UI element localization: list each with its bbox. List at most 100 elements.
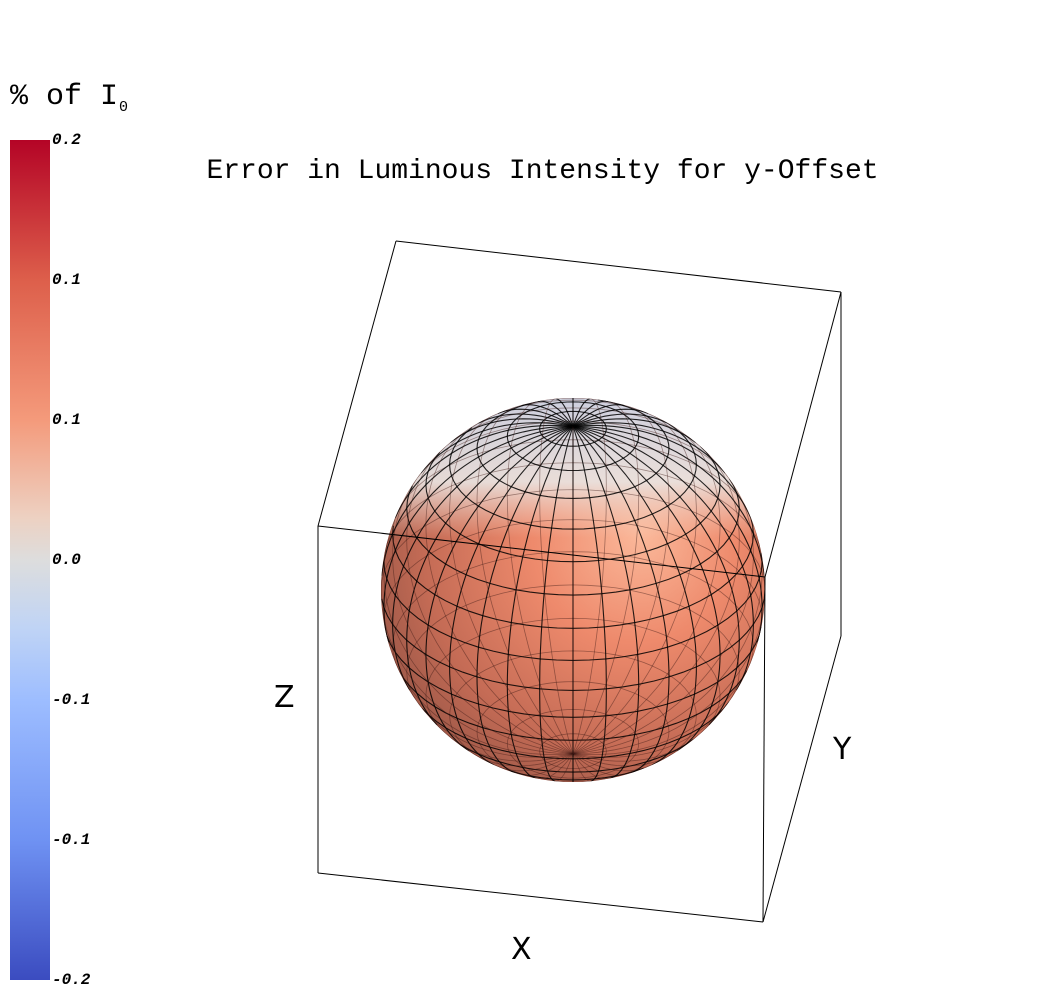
mesh-line	[425, 617, 721, 745]
mesh-line	[409, 690, 574, 758]
mesh-line	[572, 753, 591, 782]
mesh-line	[556, 398, 574, 427]
mesh-line	[386, 626, 762, 718]
mesh-line	[572, 413, 668, 427]
mesh-line	[539, 398, 574, 754]
box-edge	[317, 872, 764, 923]
mesh-line	[381, 589, 765, 691]
mesh-line	[449, 425, 574, 766]
mesh-line	[383, 425, 574, 643]
mesh-line	[572, 425, 670, 774]
mesh-line	[746, 645, 754, 671]
mesh-line	[381, 425, 574, 576]
box-edge	[764, 291, 842, 578]
mesh-line	[643, 715, 697, 769]
sphere-surface	[381, 398, 765, 782]
mesh-line	[750, 517, 754, 535]
mesh-line	[425, 425, 574, 752]
mesh-line	[476, 400, 670, 499]
box-front-edges	[317, 291, 842, 923]
y-axis-label: Y	[833, 732, 852, 767]
mesh-line	[403, 670, 748, 741]
mesh-line	[572, 442, 740, 755]
colorbar-tick-label: 0.2	[52, 131, 81, 149]
mesh-line	[572, 753, 632, 776]
mesh-line	[425, 422, 574, 755]
mesh-line	[392, 525, 754, 629]
mesh-line	[572, 422, 721, 755]
mesh-line	[572, 425, 740, 726]
mesh-line	[383, 519, 763, 636]
colorbar-tick-label: -0.1	[52, 691, 91, 709]
mesh-line	[421, 701, 730, 760]
mesh-line	[476, 404, 574, 754]
box-back-edges	[317, 240, 842, 636]
mesh-line	[425, 451, 721, 563]
mesh-line	[478, 413, 574, 427]
mesh-line	[572, 400, 609, 427]
mesh-line	[572, 425, 697, 766]
colorbar-tick-label: 0.0	[52, 551, 81, 569]
mesh-line	[449, 650, 697, 772]
box-edge	[395, 240, 842, 293]
mesh-line	[521, 404, 574, 427]
mesh-line	[572, 408, 649, 427]
x-axis-label: X	[511, 932, 532, 967]
mesh-line	[497, 408, 574, 427]
mesh-line	[381, 575, 574, 755]
mesh-line	[392, 439, 752, 526]
mesh-line	[555, 753, 574, 782]
mesh-line	[406, 442, 574, 755]
colorbar	[10, 140, 50, 980]
mesh-line	[493, 753, 574, 772]
mesh-line	[728, 671, 740, 702]
colorbar-tick-label: 0.1	[52, 271, 81, 289]
mesh-line	[572, 412, 697, 755]
box-edge	[317, 240, 397, 527]
mesh-line	[406, 485, 740, 596]
mesh-line	[392, 425, 574, 691]
mesh-line	[572, 753, 653, 772]
mesh-line	[597, 399, 670, 449]
mesh-line	[436, 724, 574, 762]
box-edge	[762, 576, 766, 923]
mesh-line	[572, 425, 754, 691]
mesh-line	[572, 418, 696, 443]
colorbar-tick-label: -0.2	[52, 971, 91, 989]
mesh-line	[572, 398, 590, 427]
mesh-line	[539, 733, 607, 769]
mesh-line	[572, 425, 763, 643]
mesh-line	[394, 424, 574, 518]
mesh-line	[572, 472, 754, 755]
mesh-line	[535, 753, 574, 780]
mesh-line	[449, 412, 574, 755]
mesh-line	[476, 425, 574, 774]
chart-title: Error in Luminous Intensity for y-Offset	[206, 156, 879, 187]
colorbar-tick-label: 0.1	[52, 411, 81, 429]
mesh-line	[383, 462, 762, 562]
mesh-line	[383, 517, 574, 755]
mesh-line	[700, 445, 721, 485]
box-edge	[317, 525, 766, 578]
mesh-line	[449, 427, 697, 530]
mesh-line	[381, 489, 765, 599]
mesh-line	[572, 400, 640, 754]
mesh-line	[460, 738, 694, 773]
mesh-line	[572, 426, 607, 782]
mesh-line	[572, 398, 607, 754]
mesh-line	[392, 472, 574, 755]
mesh-line	[572, 424, 752, 518]
colorbar-title: % of I0	[10, 80, 129, 116]
mesh-line	[572, 753, 611, 780]
mesh-line	[572, 404, 625, 427]
mesh-line	[539, 426, 574, 782]
colorbar-title-subscript: 0	[119, 99, 129, 116]
mesh-line	[406, 584, 740, 709]
mesh-line	[406, 425, 574, 726]
mesh-line	[506, 425, 574, 779]
z-axis-label: Z	[274, 680, 295, 715]
mesh-line	[572, 517, 763, 755]
mesh-line	[420, 422, 574, 474]
sphere-mesh	[381, 398, 765, 782]
